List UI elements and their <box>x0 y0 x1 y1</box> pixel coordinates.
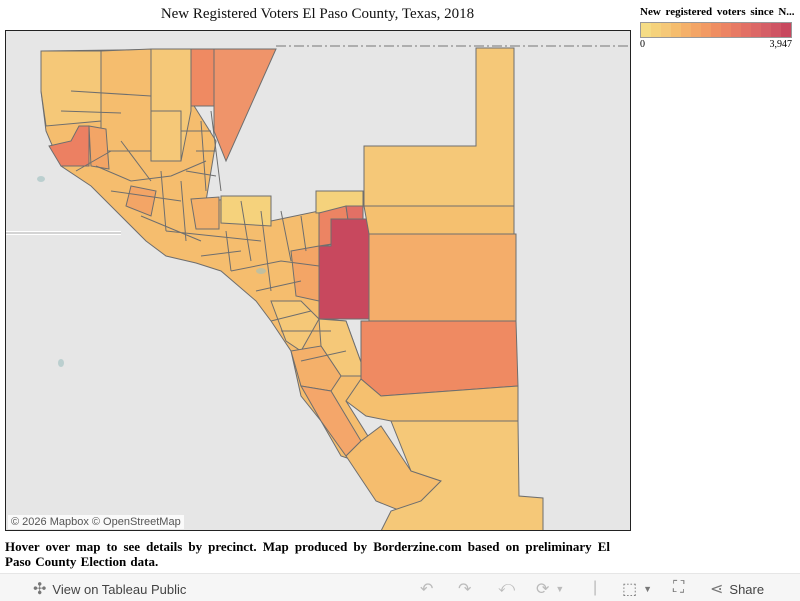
view-on-tableau-button[interactable]: ✣ View on Tableau Public <box>33 579 186 599</box>
legend-swatch <box>771 23 781 37</box>
precinct-c4[interactable] <box>125 185 157 217</box>
precinct-c1[interactable] <box>150 110 182 162</box>
legend-swatch <box>671 23 681 37</box>
legend-swatch <box>641 23 651 37</box>
color-legend: New registered voters since N... 0 3,947 <box>640 6 795 50</box>
legend-swatch <box>731 23 741 37</box>
map-title: New Registered Voters El Paso County, Te… <box>160 6 475 22</box>
precinct-n4[interactable] <box>213 48 277 163</box>
map-canvas[interactable] <box>6 31 630 530</box>
share-label: Share <box>729 581 765 597</box>
legend-swatch <box>681 23 691 37</box>
legend-gradient <box>640 22 792 38</box>
redo-icon[interactable]: ↷ <box>458 581 472 598</box>
water-feature <box>58 359 64 367</box>
share-button[interactable]: ⋖ Share <box>710 579 764 599</box>
legend-min: 0 <box>640 39 645 50</box>
refresh-icon[interactable]: ⟳ ▼ <box>536 581 565 598</box>
legend-swatch <box>711 23 721 37</box>
precinct-sw1[interactable] <box>290 345 342 392</box>
view-on-tableau-label: View on Tableau Public <box>52 581 187 597</box>
legend-title: New registered voters since N... <box>640 6 795 18</box>
legend-swatch <box>691 23 701 37</box>
legend-swatch <box>701 23 711 37</box>
precinct-se[interactable] <box>380 420 544 530</box>
precinct-c3[interactable] <box>190 196 220 230</box>
map-attribution[interactable]: © 2026 Mapbox © OpenStreetMap <box>8 515 184 529</box>
legend-swatch <box>661 23 671 37</box>
toolbar-divider: | <box>593 579 598 596</box>
download-icon[interactable]: ⬚ ▼ <box>622 581 653 598</box>
water-feature <box>37 176 45 182</box>
fullscreen-icon[interactable]: ⛶ <box>673 579 685 596</box>
precinct-mid2[interactable] <box>270 300 320 352</box>
tableau-toolbar: ✣ View on Tableau Public ↶ ↷ ⤺ ⟳ ▼ | ⬚ ▼ … <box>0 573 800 601</box>
precinct-e2[interactable] <box>368 233 517 322</box>
precinct-mid1[interactable] <box>290 245 320 302</box>
legend-swatch <box>781 23 791 37</box>
legend-swatch <box>751 23 761 37</box>
revert-icon[interactable]: ⤺ <box>498 579 516 596</box>
precinct-e1[interactable] <box>363 205 515 235</box>
precinct-c2[interactable] <box>220 195 272 227</box>
precinct-e3[interactable] <box>360 320 519 397</box>
precinct-nw[interactable] <box>40 50 102 127</box>
precinct-ne-tall[interactable] <box>363 47 515 207</box>
precinct-orange-w[interactable] <box>88 125 110 170</box>
share-icon: ⋖ <box>710 581 724 598</box>
tableau-icon: ✣ <box>33 581 47 598</box>
legend-max: 3,947 <box>769 39 793 50</box>
precinct-n1[interactable] <box>100 48 152 152</box>
precinct-map[interactable]: © 2026 Mapbox © OpenStreetMap <box>5 30 631 531</box>
water-feature <box>256 268 266 274</box>
map-note: Hover over map to see details by precinc… <box>5 539 610 569</box>
legend-swatch <box>721 23 731 37</box>
legend-swatch <box>651 23 661 37</box>
precinct-boundaries <box>60 90 347 362</box>
legend-swatch <box>761 23 771 37</box>
undo-icon[interactable]: ↶ <box>420 581 434 598</box>
precinct-n3[interactable] <box>190 48 215 107</box>
precinct-mid3[interactable] <box>318 318 367 377</box>
legend-swatch <box>741 23 751 37</box>
